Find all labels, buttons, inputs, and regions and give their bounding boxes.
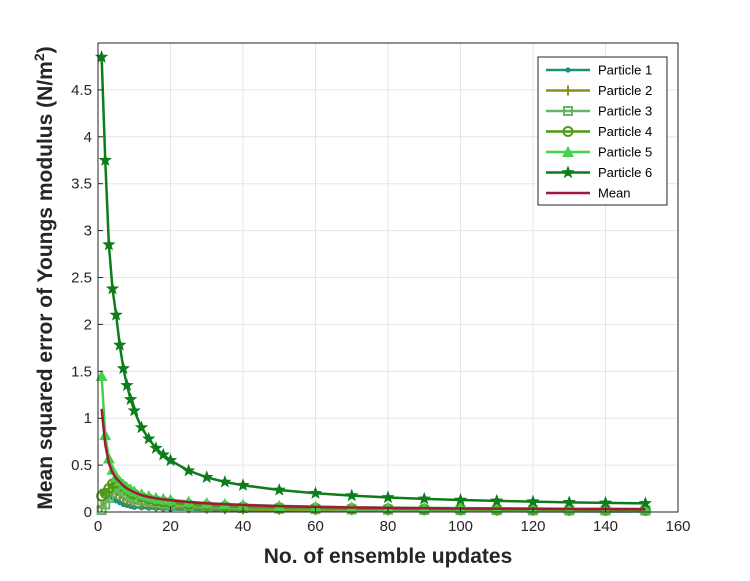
legend-marker bbox=[563, 85, 573, 96]
data-point bbox=[526, 494, 540, 508]
data-point bbox=[102, 237, 116, 251]
x-axis-label: No. of ensemble updates bbox=[264, 545, 513, 568]
data-point bbox=[638, 496, 653, 510]
data-point bbox=[142, 431, 156, 445]
y-tick-label: 0.5 bbox=[71, 457, 92, 474]
y-axis-label: Mean squared error of Youngs modulus (N/… bbox=[31, 46, 57, 509]
series-line bbox=[100, 408, 646, 511]
data-point bbox=[163, 453, 178, 467]
legend-marker bbox=[562, 126, 574, 137]
y-tick-label: 2 bbox=[84, 316, 92, 333]
y-axis-label-superscript: 2 bbox=[31, 53, 47, 61]
legend-marker bbox=[562, 146, 574, 157]
legend-label: Particle 2 bbox=[598, 83, 652, 98]
y-tick-label: 2.5 bbox=[71, 270, 92, 287]
x-tick-label: 40 bbox=[235, 518, 252, 535]
legend-label: Particle 3 bbox=[598, 104, 652, 119]
legend-item: Mean bbox=[546, 186, 631, 201]
data-point bbox=[417, 491, 431, 505]
data-point bbox=[156, 447, 170, 461]
data-point bbox=[453, 492, 468, 506]
y-tick-label: 0 bbox=[84, 504, 92, 521]
y-tick-label: 3 bbox=[84, 223, 92, 240]
data-point bbox=[272, 482, 286, 496]
x-tick-label: 160 bbox=[665, 518, 690, 535]
legend-label: Mean bbox=[598, 186, 631, 201]
tick-labels: 0 20 40 60 80 100 120 140 160 0 0.5 1 1.5 2 2.5 3 3.5 4 4.… bbox=[71, 82, 690, 535]
legend-label: Particle 4 bbox=[598, 124, 652, 139]
legend-marker bbox=[563, 106, 573, 116]
data-point bbox=[218, 474, 232, 488]
data-point bbox=[120, 378, 134, 392]
data-point bbox=[127, 403, 141, 417]
data-point bbox=[134, 420, 149, 434]
x-tick-label: 0 bbox=[94, 518, 102, 535]
data-point bbox=[109, 308, 123, 321]
legend-label: Particle 6 bbox=[598, 165, 652, 180]
data-point bbox=[113, 338, 127, 351]
x-tick-label: 120 bbox=[520, 518, 545, 535]
data-point bbox=[381, 490, 395, 504]
data-point bbox=[105, 281, 120, 295]
legend-item: Particle 2 bbox=[546, 83, 652, 98]
data-point bbox=[98, 153, 112, 166]
series-particle-6 bbox=[94, 50, 653, 510]
series-layer bbox=[94, 50, 653, 517]
data-point bbox=[149, 441, 163, 454]
data-point bbox=[200, 470, 214, 483]
x-tick-label: 60 bbox=[307, 518, 324, 535]
x-tick-label: 80 bbox=[380, 518, 397, 535]
x-tick-label: 100 bbox=[448, 518, 473, 535]
y-tick-label: 1.5 bbox=[71, 363, 92, 380]
legend: Particle 1 Particle 2 Particle 3 Particle 4… bbox=[537, 56, 668, 206]
legend-item: Particle 5 bbox=[546, 145, 652, 160]
data-point bbox=[95, 369, 108, 381]
data-point bbox=[94, 50, 109, 63]
legend-marker bbox=[561, 165, 575, 179]
data-point bbox=[123, 392, 138, 406]
legend-marker bbox=[565, 67, 571, 73]
data-point bbox=[598, 495, 613, 509]
data-point bbox=[181, 463, 196, 477]
legend-label: Particle 1 bbox=[598, 63, 652, 78]
legend-item: Particle 1 bbox=[546, 63, 652, 78]
x-tick-label: 20 bbox=[162, 518, 179, 535]
data-point bbox=[116, 361, 131, 375]
y-tick-label: 3.5 bbox=[71, 176, 92, 193]
data-point bbox=[345, 488, 359, 502]
y-tick-label: 4.5 bbox=[71, 82, 92, 99]
x-tick-label: 140 bbox=[593, 518, 618, 535]
data-point bbox=[562, 495, 576, 508]
data-point bbox=[236, 478, 250, 491]
y-axis-label-suffix: ) bbox=[34, 46, 57, 53]
y-tick-label: 4 bbox=[84, 129, 92, 146]
legend-item: Particle 4 bbox=[546, 124, 652, 139]
data-point bbox=[490, 493, 504, 507]
legend-item: Particle 6 bbox=[546, 165, 652, 180]
data-point bbox=[308, 486, 323, 499]
legend-label: Particle 5 bbox=[598, 145, 652, 160]
y-tick-label: 1 bbox=[84, 410, 92, 427]
series-mean bbox=[100, 408, 646, 511]
legend-item: Particle 3 bbox=[546, 104, 652, 119]
y-axis-label-main: Mean squared error of Youngs modulus (N/… bbox=[34, 61, 57, 509]
